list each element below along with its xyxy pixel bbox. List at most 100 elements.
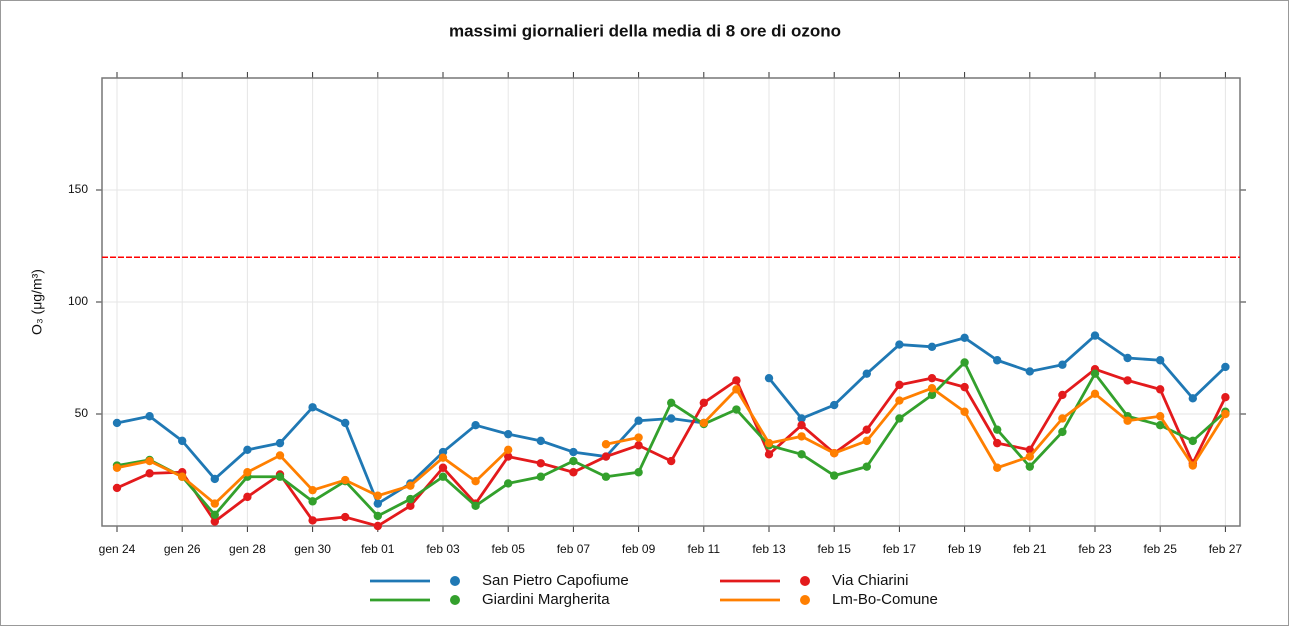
data-point (569, 468, 578, 477)
data-point (112, 418, 122, 428)
data-point (862, 436, 871, 446)
data-point (536, 472, 545, 481)
legend-dot (800, 595, 810, 605)
x-tick-label: feb 19 (948, 542, 982, 556)
data-point (601, 452, 611, 461)
data-point (1058, 390, 1067, 400)
data-point (275, 451, 285, 460)
x-tick-label: feb 03 (426, 542, 460, 556)
data-point (895, 380, 904, 390)
x-tick-label: feb 23 (1078, 542, 1112, 556)
data-point (927, 390, 937, 400)
data-point (960, 382, 969, 392)
legend-dot (800, 576, 810, 586)
legend-label: Via Chiarini (832, 572, 908, 589)
x-tick-label: feb 07 (557, 542, 591, 556)
data-point (112, 483, 122, 493)
data-point (504, 479, 513, 488)
data-point (1221, 393, 1230, 402)
data-point (1123, 376, 1132, 385)
x-tick-label: feb 25 (1144, 542, 1178, 556)
data-point (243, 445, 252, 455)
data-point (373, 499, 382, 508)
data-point (145, 412, 154, 421)
data-point (178, 472, 187, 481)
x-tick-label: gen 30 (294, 542, 331, 556)
data-point (797, 432, 806, 441)
data-point (960, 333, 969, 343)
data-point (797, 421, 806, 430)
data-point (960, 407, 969, 416)
data-point (667, 456, 676, 466)
data-point (634, 441, 643, 450)
y-axis-label: O₃ (μg/m³) (29, 269, 45, 335)
data-point (830, 449, 839, 458)
data-point (732, 385, 741, 394)
data-point (764, 438, 774, 448)
data-point (1058, 427, 1067, 437)
data-point (373, 491, 382, 500)
data-point (1188, 394, 1198, 403)
data-point (1025, 445, 1035, 455)
data-point (699, 398, 708, 407)
data-point (634, 468, 643, 477)
data-point (569, 447, 578, 457)
x-tick-label: feb 09 (622, 542, 656, 556)
y-tick-label: 100 (68, 294, 88, 308)
data-point (601, 472, 611, 481)
data-point (1188, 436, 1198, 446)
data-point (1025, 462, 1035, 471)
data-point (341, 512, 350, 522)
data-point (438, 463, 448, 472)
data-point (1123, 353, 1132, 363)
data-point (862, 425, 871, 434)
chart-title: massimi giornalieri della media di 8 ore… (449, 21, 841, 40)
data-point (145, 469, 154, 478)
data-point (243, 468, 252, 477)
x-tick-label: feb 01 (361, 542, 395, 556)
data-point (275, 438, 285, 448)
data-point (699, 418, 708, 428)
data-point (601, 440, 611, 449)
data-point (504, 445, 513, 455)
data-point (308, 516, 317, 525)
data-point (927, 384, 937, 393)
data-point (569, 456, 578, 466)
data-point (471, 477, 480, 486)
legend-dot (450, 576, 460, 586)
legend-label: San Pietro Capofiume (482, 572, 629, 589)
data-point (1090, 389, 1100, 399)
data-point (406, 494, 415, 504)
data-point (145, 456, 154, 466)
legend-dot (450, 595, 460, 605)
x-tick-label: feb 17 (883, 542, 917, 556)
x-tick-label: feb 21 (1013, 542, 1047, 556)
x-tick-label: gen 26 (164, 542, 201, 556)
data-point (634, 433, 643, 442)
data-point (862, 369, 871, 378)
data-point (1058, 360, 1067, 369)
data-point (275, 472, 285, 481)
data-point (993, 463, 1002, 472)
data-point (830, 471, 839, 480)
data-point (1058, 414, 1067, 423)
data-point (1221, 409, 1230, 419)
data-point (406, 481, 415, 490)
data-point (830, 400, 839, 410)
data-point (1156, 412, 1165, 421)
x-tick-label: feb 27 (1209, 542, 1243, 556)
data-point (1123, 416, 1132, 425)
data-point (797, 450, 806, 459)
data-point (178, 436, 187, 446)
data-point (1025, 452, 1035, 461)
data-point (862, 462, 871, 471)
data-point (895, 414, 904, 423)
data-point (1156, 421, 1165, 430)
data-point (1221, 362, 1230, 372)
data-point (797, 414, 806, 423)
data-point (895, 396, 904, 405)
data-point (308, 497, 317, 506)
x-tick-label: feb 05 (492, 542, 526, 556)
